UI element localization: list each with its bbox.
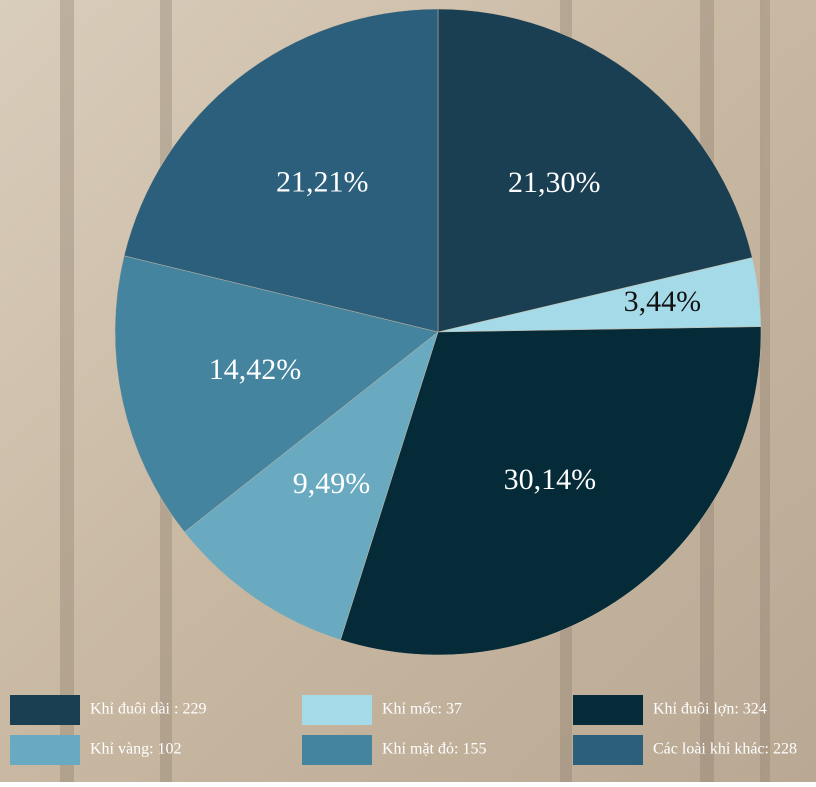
- legend-label: Khỉ mặt đỏ: 155: [382, 741, 486, 758]
- data-label: 9,49%: [293, 467, 371, 500]
- data-label: 21,30%: [508, 166, 601, 199]
- legend-swatch: [10, 695, 80, 725]
- legend-label: Khỉ vàng: 102: [90, 741, 182, 758]
- data-label: 30,14%: [504, 463, 597, 496]
- legend-label: Khỉ mốc: 37: [382, 701, 462, 718]
- chart: 21,30% 3,44% 30,14% 9,49% 14,42% 21,21% Khỉ đu…: [0, 0, 816, 782]
- legend-label: Khỉ đuôi lợn: 324: [653, 701, 767, 718]
- legend-label: Khỉ đuôi dài : 229: [90, 701, 206, 718]
- legend-swatch: [302, 735, 372, 765]
- legend-swatch: [573, 695, 643, 725]
- data-label: 14,42%: [209, 353, 302, 386]
- legend-swatch: [573, 735, 643, 765]
- legend-swatch: [302, 695, 372, 725]
- data-label: 3,44%: [624, 285, 702, 318]
- legend-label: Các loài khỉ khác: 228: [653, 741, 797, 758]
- data-label: 21,21%: [276, 166, 369, 199]
- legend-swatch: [10, 735, 80, 765]
